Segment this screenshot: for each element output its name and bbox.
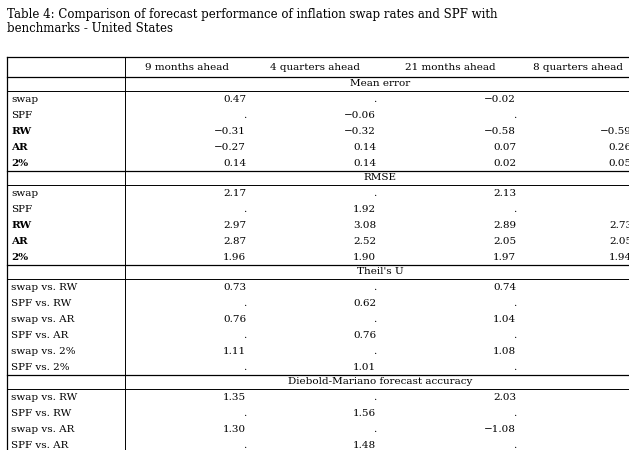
Text: 4 quarters ahead: 4 quarters ahead — [270, 63, 360, 72]
Text: swap vs. 2%: swap vs. 2% — [11, 346, 75, 356]
Text: swap: swap — [11, 94, 38, 104]
Text: SPF: SPF — [11, 204, 32, 213]
Text: .: . — [513, 204, 516, 213]
Text: .: . — [373, 424, 376, 433]
Text: 2.73: 2.73 — [609, 220, 629, 230]
Text: 0.62: 0.62 — [353, 298, 376, 307]
Text: 1.92: 1.92 — [353, 204, 376, 213]
Text: .: . — [513, 298, 516, 307]
Text: 8 quarters ahead: 8 quarters ahead — [533, 63, 623, 72]
Text: 1.90: 1.90 — [353, 252, 376, 261]
Text: 2.05: 2.05 — [609, 237, 629, 246]
Text: Diebold-Mariano forecast accuracy: Diebold-Mariano forecast accuracy — [288, 378, 472, 387]
Text: .: . — [513, 111, 516, 120]
Text: −0.59: −0.59 — [600, 126, 629, 135]
Text: Table 4: Comparison of forecast performance of inflation swap rates and SPF with: Table 4: Comparison of forecast performa… — [7, 8, 498, 21]
Text: 1.97: 1.97 — [493, 252, 516, 261]
Text: 1.96: 1.96 — [223, 252, 246, 261]
Text: −0.32: −0.32 — [344, 126, 376, 135]
Text: 1.30: 1.30 — [223, 424, 246, 433]
Text: 2.13: 2.13 — [493, 189, 516, 198]
Text: 0.14: 0.14 — [223, 158, 246, 167]
Text: 1.48: 1.48 — [353, 441, 376, 450]
Text: 0.14: 0.14 — [353, 158, 376, 167]
Text: swap vs. RW: swap vs. RW — [11, 283, 77, 292]
Text: swap vs. AR: swap vs. AR — [11, 424, 74, 433]
Text: .: . — [373, 392, 376, 401]
Text: −0.58: −0.58 — [484, 126, 516, 135]
Text: 0.76: 0.76 — [223, 315, 246, 324]
Text: 2.03: 2.03 — [493, 392, 516, 401]
Text: swap vs. AR: swap vs. AR — [11, 315, 74, 324]
Text: benchmarks - United States: benchmarks - United States — [7, 22, 173, 35]
Text: .: . — [243, 363, 246, 372]
Text: .: . — [243, 204, 246, 213]
Text: Mean error: Mean error — [350, 80, 410, 89]
Text: 21 months ahead: 21 months ahead — [404, 63, 495, 72]
Text: 9 months ahead: 9 months ahead — [145, 63, 229, 72]
Text: SPF vs. AR: SPF vs. AR — [11, 330, 69, 339]
Text: 0.74: 0.74 — [493, 283, 516, 292]
Text: .: . — [243, 409, 246, 418]
Text: .: . — [243, 298, 246, 307]
Text: 0.05: 0.05 — [609, 158, 629, 167]
Text: 3.08: 3.08 — [353, 220, 376, 230]
Text: 2.89: 2.89 — [493, 220, 516, 230]
Text: 1.11: 1.11 — [223, 346, 246, 356]
Text: −0.27: −0.27 — [214, 143, 246, 152]
Text: .: . — [373, 189, 376, 198]
Text: 1.08: 1.08 — [493, 346, 516, 356]
Text: SPF vs. AR: SPF vs. AR — [11, 441, 69, 450]
Text: RW: RW — [11, 126, 31, 135]
Text: −1.08: −1.08 — [484, 424, 516, 433]
Text: .: . — [513, 441, 516, 450]
Text: −0.31: −0.31 — [214, 126, 246, 135]
Text: SPF vs. RW: SPF vs. RW — [11, 409, 71, 418]
Text: SPF: SPF — [11, 111, 32, 120]
Text: 0.76: 0.76 — [353, 330, 376, 339]
Text: .: . — [373, 315, 376, 324]
Text: .: . — [243, 330, 246, 339]
Text: RMSE: RMSE — [364, 174, 396, 183]
Text: 2.05: 2.05 — [493, 237, 516, 246]
Text: 2%: 2% — [11, 158, 28, 167]
Text: 0.47: 0.47 — [223, 94, 246, 104]
Text: RW: RW — [11, 220, 31, 230]
Text: 1.01: 1.01 — [353, 363, 376, 372]
Text: 0.73: 0.73 — [223, 283, 246, 292]
Text: 1.56: 1.56 — [353, 409, 376, 418]
Text: .: . — [373, 94, 376, 104]
Text: 0.26: 0.26 — [609, 143, 629, 152]
Text: .: . — [373, 283, 376, 292]
Text: .: . — [243, 441, 246, 450]
Text: .: . — [513, 363, 516, 372]
Text: Theil's U: Theil's U — [357, 267, 403, 276]
Text: .: . — [513, 330, 516, 339]
Text: 1.04: 1.04 — [493, 315, 516, 324]
Text: 0.02: 0.02 — [493, 158, 516, 167]
Text: AR: AR — [11, 237, 28, 246]
Text: .: . — [243, 111, 246, 120]
Text: AR: AR — [11, 143, 28, 152]
Text: 2.52: 2.52 — [353, 237, 376, 246]
Text: 2%: 2% — [11, 252, 28, 261]
Text: SPF vs. 2%: SPF vs. 2% — [11, 363, 70, 372]
Text: −0.02: −0.02 — [484, 94, 516, 104]
Text: swap: swap — [11, 189, 38, 198]
Text: swap vs. RW: swap vs. RW — [11, 392, 77, 401]
Text: 0.07: 0.07 — [493, 143, 516, 152]
Text: 2.97: 2.97 — [223, 220, 246, 230]
Text: 0.14: 0.14 — [353, 143, 376, 152]
Text: 1.35: 1.35 — [223, 392, 246, 401]
Text: 2.17: 2.17 — [223, 189, 246, 198]
Text: 2.87: 2.87 — [223, 237, 246, 246]
Text: .: . — [513, 409, 516, 418]
Text: −0.06: −0.06 — [344, 111, 376, 120]
Text: .: . — [373, 346, 376, 356]
Text: 1.94: 1.94 — [609, 252, 629, 261]
Text: SPF vs. RW: SPF vs. RW — [11, 298, 71, 307]
